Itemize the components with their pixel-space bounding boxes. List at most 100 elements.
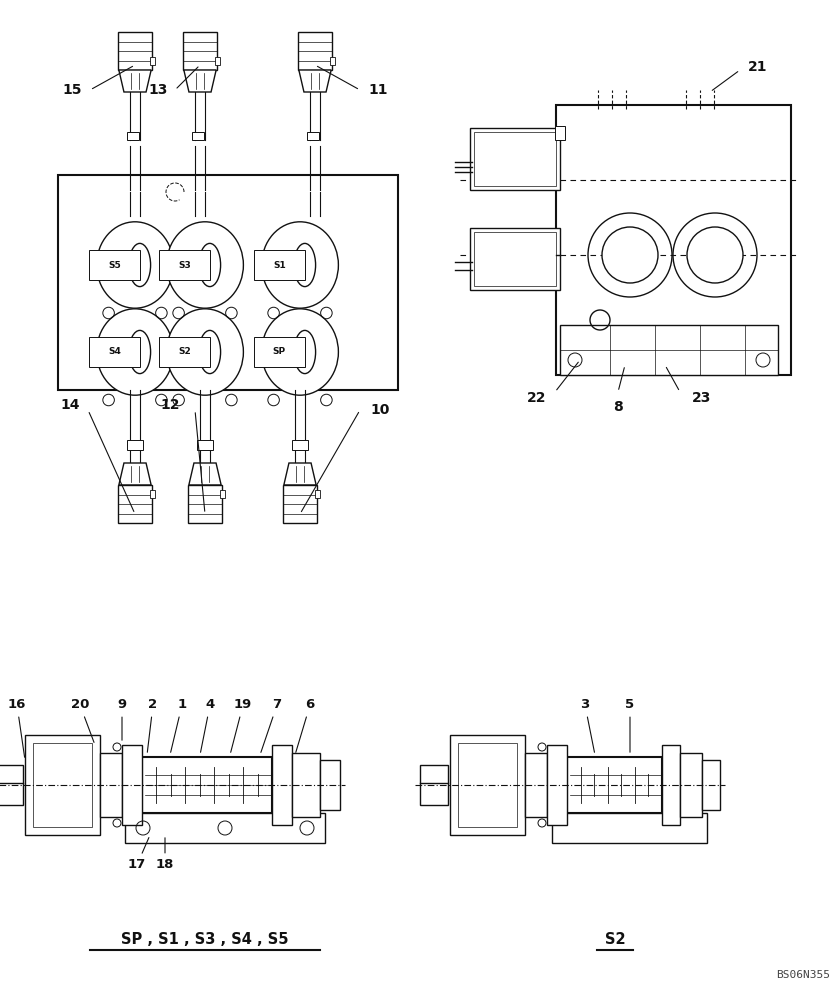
Circle shape (588, 213, 672, 297)
Text: 17: 17 (128, 838, 149, 871)
Ellipse shape (97, 222, 173, 308)
Polygon shape (284, 463, 316, 485)
Circle shape (602, 227, 658, 283)
Bar (298, 32, 332, 70)
Bar (127, 440, 143, 450)
Bar (420, 765, 448, 805)
Bar (150, 490, 155, 498)
Bar (555, 126, 565, 140)
Text: S5: S5 (108, 260, 121, 269)
Bar (307, 132, 319, 140)
Bar (127, 132, 139, 140)
Ellipse shape (166, 309, 244, 395)
Bar (160, 337, 210, 367)
Text: S2: S2 (178, 348, 191, 357)
Text: 8: 8 (613, 400, 623, 414)
Bar (272, 745, 292, 825)
Text: 4: 4 (201, 698, 215, 752)
Text: 7: 7 (261, 698, 281, 752)
Bar (292, 753, 320, 817)
Bar (220, 490, 225, 498)
Text: 14: 14 (60, 398, 80, 412)
Ellipse shape (129, 330, 150, 374)
Polygon shape (184, 70, 216, 92)
Bar (197, 440, 213, 450)
Bar (188, 485, 222, 523)
Polygon shape (189, 463, 221, 485)
Ellipse shape (294, 330, 316, 374)
Text: 16: 16 (8, 698, 26, 757)
Text: 9: 9 (118, 698, 127, 740)
Bar (320, 760, 340, 810)
Polygon shape (299, 70, 331, 92)
Bar (255, 250, 305, 280)
Bar (547, 745, 567, 825)
Ellipse shape (261, 309, 339, 395)
Bar (450, 735, 525, 835)
Bar (662, 745, 680, 825)
Ellipse shape (199, 330, 221, 374)
Bar (0, 765, 23, 805)
Ellipse shape (129, 243, 150, 287)
Text: 20: 20 (71, 698, 94, 742)
Bar (474, 232, 556, 286)
Polygon shape (118, 70, 151, 92)
Bar (215, 57, 220, 65)
Bar (183, 32, 217, 70)
Bar (89, 250, 139, 280)
Bar (470, 128, 560, 190)
Bar (567, 757, 662, 813)
Ellipse shape (199, 243, 221, 287)
Text: 12: 12 (160, 398, 180, 412)
Bar (560, 325, 778, 375)
Text: 18: 18 (155, 838, 174, 871)
Bar (525, 753, 547, 817)
Ellipse shape (294, 243, 316, 287)
Text: 10: 10 (370, 403, 390, 417)
Text: SP: SP (273, 348, 286, 357)
Text: 2: 2 (147, 698, 158, 752)
Bar (33, 743, 92, 827)
Text: 15: 15 (62, 83, 82, 97)
Bar (330, 57, 335, 65)
Text: 11: 11 (368, 83, 387, 97)
Text: 1: 1 (171, 698, 186, 752)
Bar (118, 485, 152, 523)
Bar (160, 250, 210, 280)
Text: 6: 6 (296, 698, 315, 752)
Text: 5: 5 (626, 698, 634, 752)
Text: S3: S3 (178, 260, 191, 269)
Bar (458, 743, 517, 827)
Text: BS06N355: BS06N355 (776, 970, 830, 980)
Bar (25, 735, 100, 835)
Text: 21: 21 (748, 60, 768, 74)
Ellipse shape (166, 222, 244, 308)
Text: 3: 3 (580, 698, 595, 752)
Bar (192, 132, 204, 140)
Bar (89, 337, 139, 367)
Bar (142, 757, 272, 813)
Bar (292, 440, 308, 450)
Circle shape (687, 227, 743, 283)
Text: SP , S1 , S3 , S4 , S5: SP , S1 , S3 , S4 , S5 (121, 932, 289, 948)
Bar (470, 228, 560, 290)
Circle shape (673, 213, 757, 297)
Text: S4: S4 (108, 348, 121, 357)
Bar (255, 337, 305, 367)
Bar (552, 813, 707, 843)
Bar (283, 485, 317, 523)
Text: 22: 22 (527, 391, 546, 405)
Text: S1: S1 (273, 260, 286, 269)
Bar (100, 753, 122, 817)
Bar (474, 132, 556, 186)
Bar (118, 32, 152, 70)
Bar (556, 105, 791, 375)
Bar (122, 745, 142, 825)
Bar (150, 57, 155, 65)
Bar (125, 813, 325, 843)
Polygon shape (118, 463, 151, 485)
Bar (680, 753, 702, 817)
Text: 23: 23 (692, 391, 711, 405)
Bar (58, 175, 398, 390)
Bar (702, 760, 720, 810)
